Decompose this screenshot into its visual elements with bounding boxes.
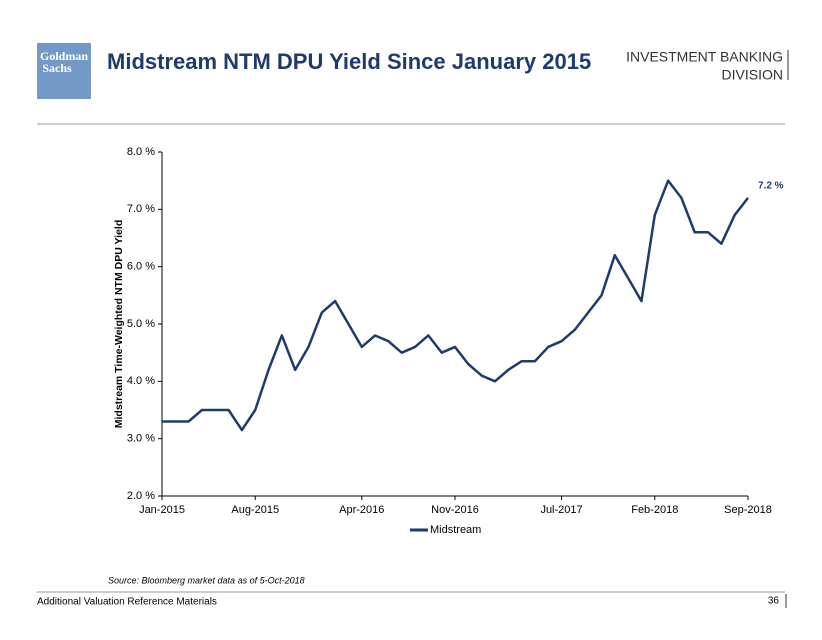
line <box>162 179 749 432</box>
y-tick-label: 6.0 % <box>127 261 155 273</box>
x-tick-label: Jul-2017 <box>540 504 582 516</box>
y-tick-label: 3.0 % <box>127 433 155 445</box>
footer-text: Additional Valuation Reference Materials <box>37 597 217 608</box>
annotation: 7.2 % <box>758 181 784 192</box>
y-tick-label: 8.0 % <box>127 146 155 158</box>
division: DIVISION <box>722 67 783 83</box>
x-tick-label: Apr-2016 <box>339 504 384 516</box>
legend-label: Midstream <box>430 524 481 536</box>
y-tick-label: 4.0 % <box>127 375 155 387</box>
y-tick-label: 5.0 % <box>127 318 155 330</box>
x-tick-label: Jan-2015 <box>139 504 185 516</box>
logo-text: Goldman <box>40 49 88 63</box>
chart-title: Midstream NTM DPU Yield Since January 20… <box>107 49 591 74</box>
source: Source: Bloomberg market data as of 5-Oc… <box>108 575 305 585</box>
y-tick-label: 2.0 % <box>127 490 155 502</box>
y-tick-label: 7.0 % <box>127 203 155 215</box>
division: INVESTMENT BANKING <box>626 49 783 65</box>
x-tick-label: Nov-2016 <box>431 504 479 516</box>
x-tick-label: Aug-2015 <box>231 504 279 516</box>
logo-box <box>37 43 91 99</box>
y-axis-label: Midstream Time-Weighted NTM DPU Yield <box>113 220 125 428</box>
logo-text: Sachs <box>42 61 72 75</box>
page-number: 36 <box>768 596 780 607</box>
x-tick-label: Sep-2018 <box>724 504 772 516</box>
x-tick-label: Feb-2018 <box>631 504 678 516</box>
